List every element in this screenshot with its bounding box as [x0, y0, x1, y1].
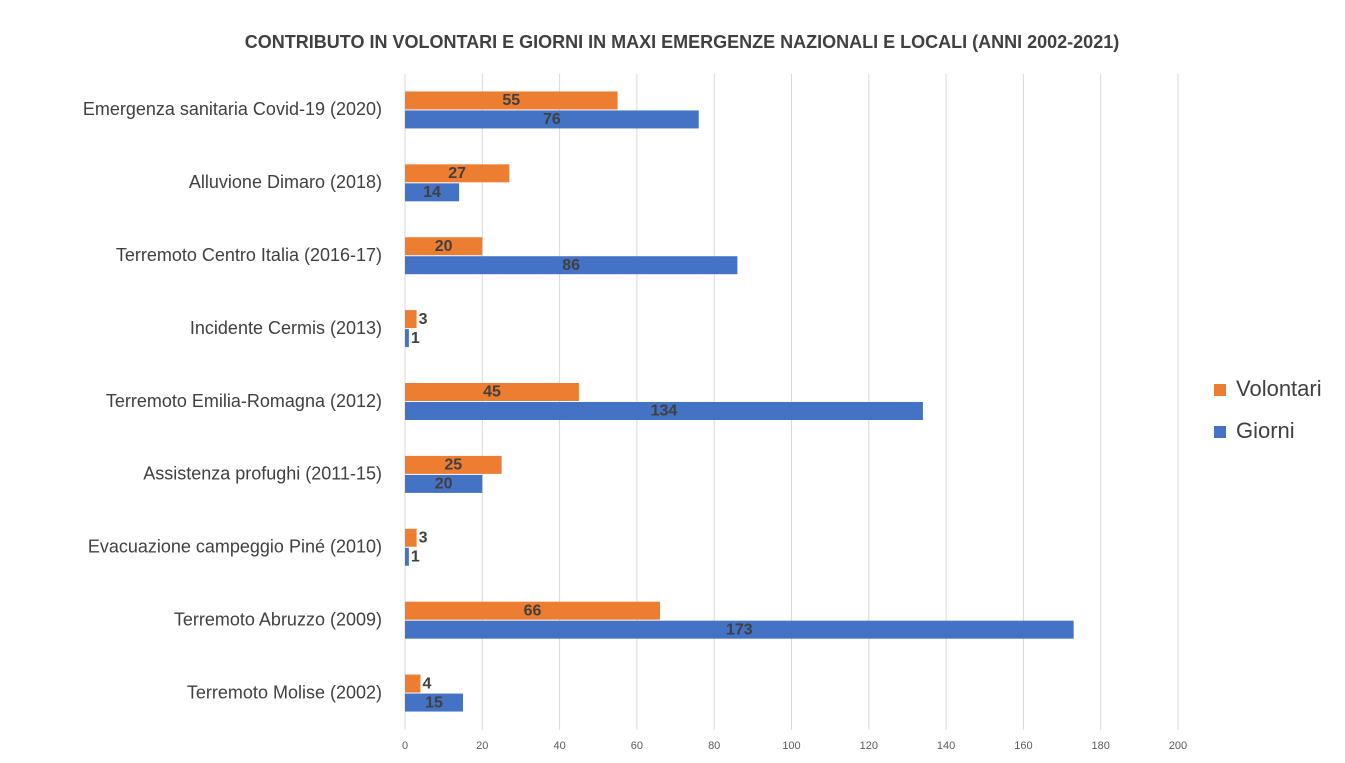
data-label: 3	[419, 311, 428, 328]
x-tick-label: 140	[937, 740, 955, 752]
y-tick-label: Terremoto Emilia-Romagna (2012)	[106, 391, 382, 411]
data-label: 86	[562, 257, 580, 274]
data-label: 4	[422, 675, 431, 692]
x-tick-label: 20	[476, 740, 488, 752]
bar	[405, 402, 923, 420]
data-label: 27	[448, 165, 466, 182]
y-tick-label: Assistenza profughi (2011-15)	[143, 464, 382, 484]
data-label: 14	[423, 184, 441, 201]
data-label: 66	[524, 602, 542, 619]
bar	[405, 110, 699, 129]
bar	[405, 237, 483, 256]
bar	[405, 91, 618, 110]
data-label: 1	[411, 330, 420, 347]
bar	[405, 474, 483, 493]
x-tick-label: 80	[708, 740, 720, 752]
y-tick-label: Alluvione Dimaro (2018)	[189, 172, 382, 192]
data-label: 20	[435, 476, 453, 493]
x-tick-label: 40	[553, 740, 565, 752]
legend-label: Volontari	[1236, 376, 1322, 401]
y-tick-label: Terremoto Abruzzo (2009)	[174, 609, 382, 629]
data-label: 15	[425, 694, 443, 711]
y-tick-label: Terremoto Molise (2002)	[187, 682, 382, 702]
data-label: 76	[543, 111, 561, 128]
data-label: 55	[502, 92, 520, 109]
data-label: 173	[726, 621, 753, 638]
bar	[405, 455, 502, 474]
x-tick-label: 60	[631, 740, 643, 752]
x-tick-label: 160	[1014, 740, 1032, 752]
legend-label: Giorni	[1236, 418, 1295, 443]
bar	[405, 164, 510, 183]
y-tick-label: Evacuazione campeggio Piné (2010)	[88, 537, 382, 557]
bar	[405, 383, 579, 401]
bar	[405, 547, 409, 566]
data-label: 1	[411, 548, 420, 565]
bar	[405, 528, 417, 547]
bar	[405, 256, 738, 275]
x-tick-label: 180	[1092, 740, 1110, 752]
chart-title: CONTRIBUTO IN VOLONTARI E GIORNI IN MAXI…	[245, 32, 1119, 52]
data-label: 3	[419, 529, 428, 546]
bar	[405, 693, 463, 712]
legend-swatch	[1214, 426, 1226, 438]
bar	[405, 601, 661, 620]
x-tick-label: 0	[402, 740, 408, 752]
bar	[405, 674, 421, 693]
x-tick-label: 200	[1169, 740, 1187, 752]
bar	[405, 310, 417, 329]
y-tick-label: Incidente Cermis (2013)	[190, 318, 382, 338]
y-tick-label: Terremoto Centro Italia (2016-17)	[116, 245, 382, 265]
data-label: 45	[483, 384, 501, 401]
bar	[405, 329, 409, 348]
legend-swatch	[1214, 384, 1226, 396]
y-tick-label: Emergenza sanitaria Covid-19 (2020)	[83, 99, 382, 119]
data-label: 25	[444, 457, 462, 474]
x-tick-label: 100	[782, 740, 800, 752]
data-label: 134	[651, 403, 678, 420]
data-label: 20	[435, 238, 453, 255]
bar	[405, 183, 460, 202]
bar	[405, 620, 1074, 639]
x-tick-label: 120	[860, 740, 878, 752]
